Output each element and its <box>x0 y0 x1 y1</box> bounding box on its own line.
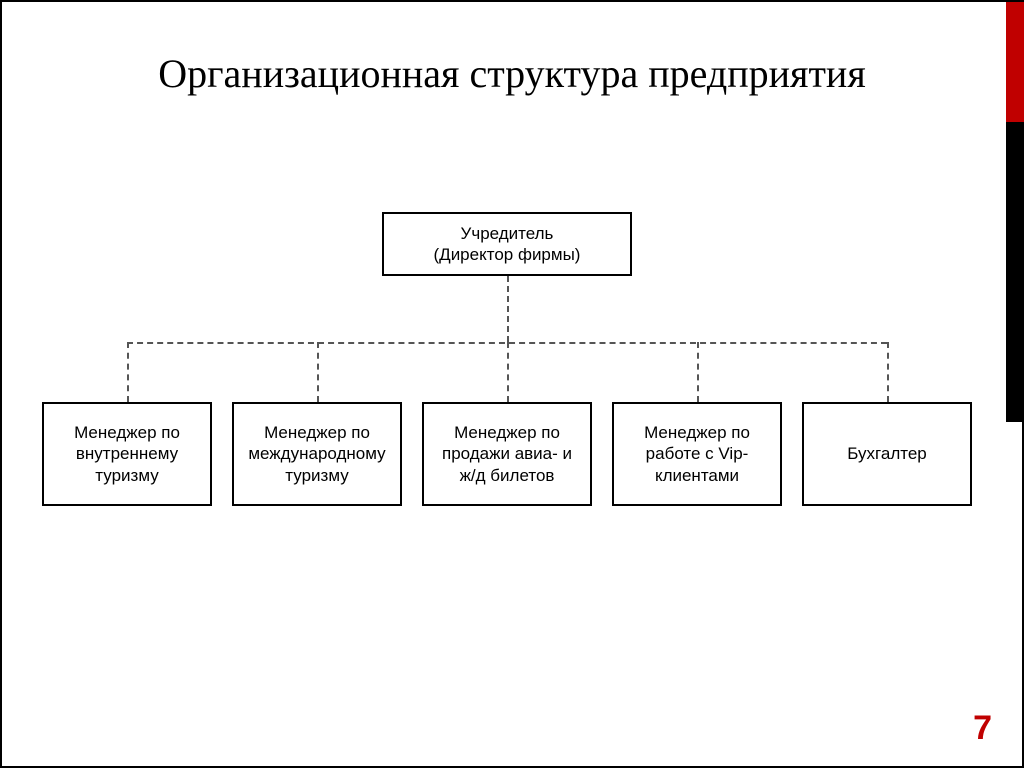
connector-drop-4 <box>887 342 889 402</box>
org-root-label: Учредитель(Директор фирмы) <box>434 223 581 266</box>
page-number: 7 <box>973 709 992 748</box>
org-child-label: Менеджер по международному туризму <box>242 422 392 486</box>
connector-drop-3 <box>697 342 699 402</box>
org-child-label: Менеджер по внутреннему туризму <box>52 422 202 486</box>
org-child-node: Бухгалтер <box>802 402 972 506</box>
org-chart: Учредитель(Директор фирмы) Менеджер по в… <box>2 212 1022 532</box>
slide-title: Организационная структура предприятия <box>2 50 1022 98</box>
connector-drop-1 <box>317 342 319 402</box>
org-child-node: Менеджер по продажи авиа- и ж/д билетов <box>422 402 592 506</box>
org-child-node: Менеджер по работе с Vip-клиентами <box>612 402 782 506</box>
org-child-label: Менеджер по работе с Vip-клиентами <box>622 422 772 486</box>
org-child-node: Менеджер по внутреннему туризму <box>42 402 212 506</box>
connector-drop-2 <box>507 342 509 402</box>
connector-drop-0 <box>127 342 129 402</box>
connector-root-down <box>507 276 509 342</box>
org-child-label: Бухгалтер <box>847 443 927 464</box>
org-children-row: Менеджер по внутреннему туризму Менеджер… <box>2 402 1022 512</box>
org-child-label: Менеджер по продажи авиа- и ж/д билетов <box>432 422 582 486</box>
org-child-node: Менеджер по международному туризму <box>232 402 402 506</box>
slide-frame: Организационная структура предприятия Уч… <box>0 0 1024 768</box>
org-root-node: Учредитель(Директор фирмы) <box>382 212 632 276</box>
